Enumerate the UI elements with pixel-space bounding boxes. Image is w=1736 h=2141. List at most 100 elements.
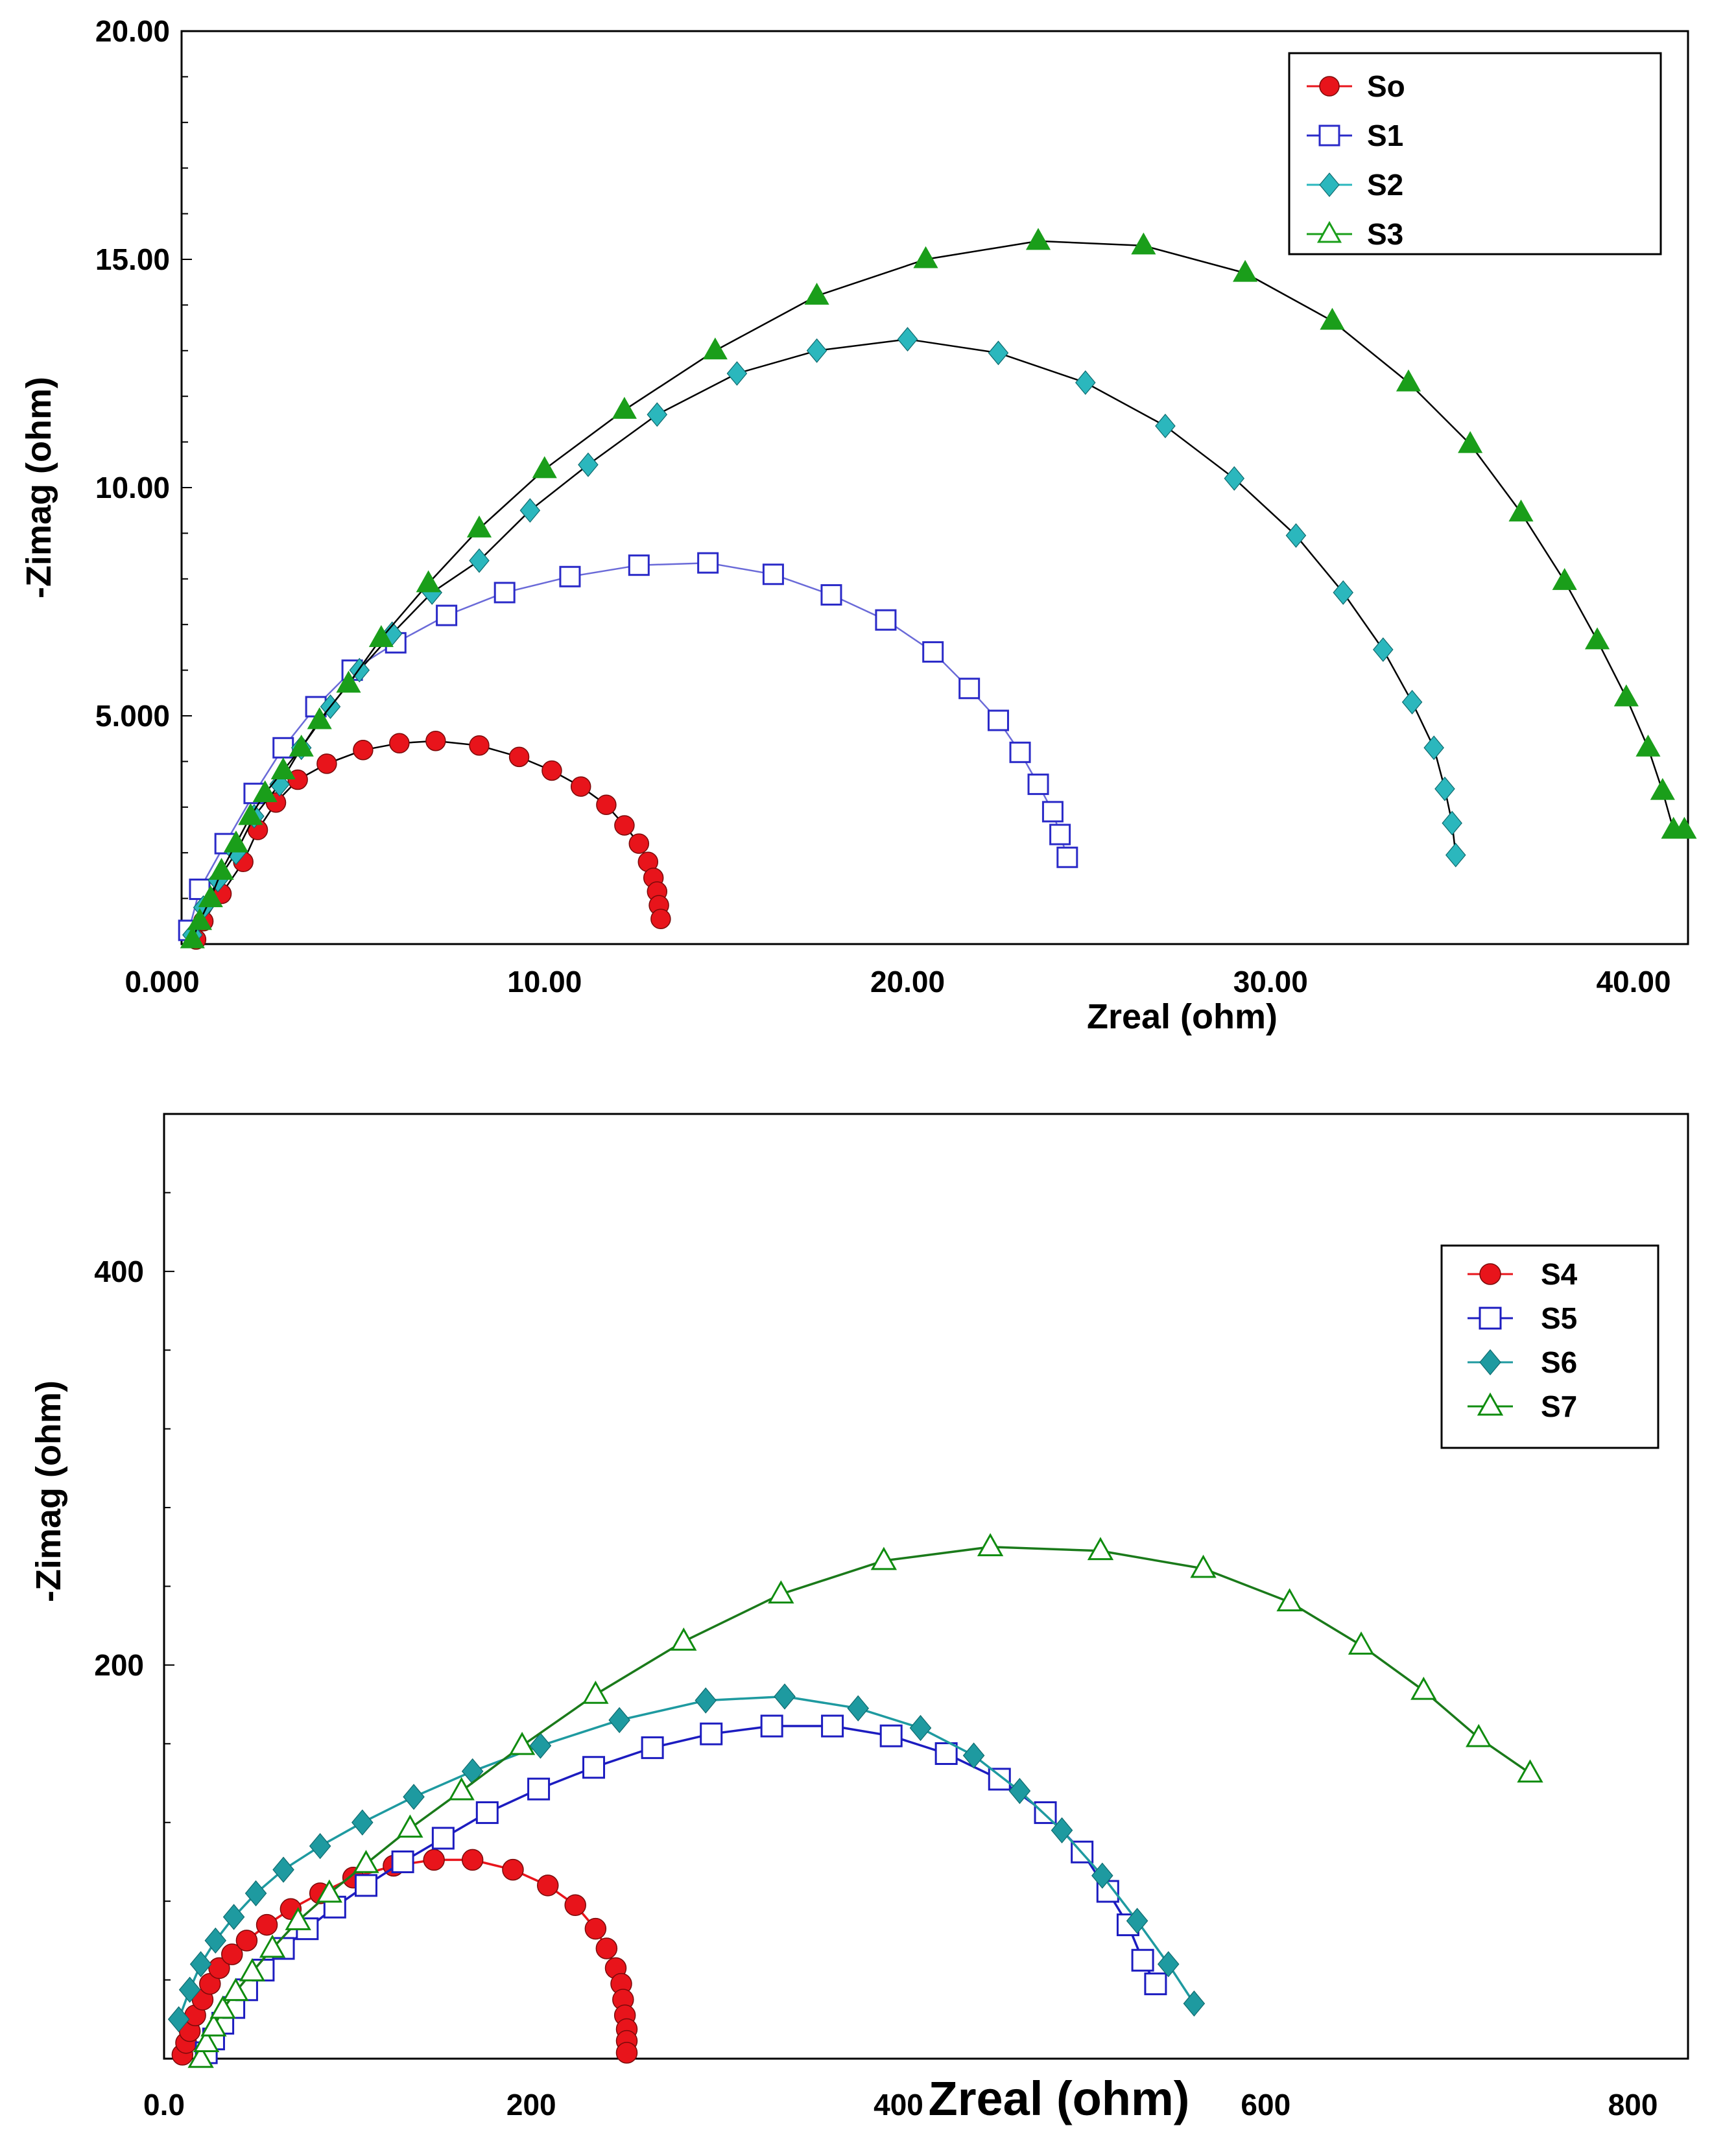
series-s5-point <box>475 1801 499 1825</box>
series-s1-point <box>1049 823 1071 846</box>
series-s1-point <box>875 609 897 631</box>
series-s1-point <box>958 678 981 700</box>
legend-s4-point <box>1479 1263 1501 1285</box>
legend-label: S6 <box>1541 1345 1577 1379</box>
series-s5-point <box>1144 1972 1167 1996</box>
legend-label: S1 <box>1367 119 1403 152</box>
series-s3-point <box>307 707 332 729</box>
series-so-point <box>353 740 374 761</box>
series-s4-point <box>235 1930 258 1952</box>
legend-s7-point <box>1477 1392 1504 1416</box>
series-s5-point <box>527 1777 551 1801</box>
series-group-top <box>178 228 1697 950</box>
y-axis-label-top: -Zimag (ohm) <box>19 377 58 598</box>
legend-entries-top: So S1 S2 S3 <box>1307 69 1405 251</box>
series-s5-point <box>431 1827 455 1850</box>
y-axis-label-bottom: -Zimag (ohm) <box>29 1380 68 1602</box>
series-s7-point <box>977 1533 1004 1557</box>
series-s3-point <box>198 885 223 908</box>
series-s2-point <box>1075 370 1096 396</box>
series-s6-point <box>847 1695 870 1721</box>
series-s5-point <box>1034 1801 1057 1825</box>
y-tick-label: 15.00 <box>95 242 170 276</box>
series-s5-point <box>582 1756 606 1779</box>
series-s3-point <box>1025 228 1051 250</box>
series-s5-point <box>700 1722 723 1745</box>
series-s7-point <box>397 1814 423 1838</box>
series-s4-point <box>461 1849 484 1871</box>
series-so-point <box>469 735 490 756</box>
series-s5-point <box>1131 1948 1154 1972</box>
x-axis-label-bottom: Zreal (ohm) <box>929 2072 1190 2125</box>
series-s3-point <box>532 456 557 479</box>
legend-entries-bottom: S4 S5 S6 S7 <box>1468 1257 1578 1423</box>
series-so-point <box>316 753 337 774</box>
legend-item-so: So <box>1307 69 1405 103</box>
series-s1-point <box>272 737 294 759</box>
series-s6-point <box>529 1733 552 1759</box>
y-minor-ticks-top <box>182 30 192 945</box>
series-s5-point <box>879 1724 903 1747</box>
series-so-point <box>541 760 562 781</box>
tick-labels-bottom: 0.0 200 400 600 800 200 400 <box>94 1255 1658 2122</box>
x-tick-label: 30.00 <box>1233 965 1308 999</box>
series-s6-point <box>222 1904 245 1930</box>
series-s7-point <box>353 1850 379 1873</box>
series-s6-point <box>167 2006 190 2033</box>
series-s6-point <box>1126 1908 1148 1934</box>
series-s7-point <box>1348 1631 1375 1655</box>
x-axis-label-top: Zreal (ohm) <box>1087 997 1278 1036</box>
series-s2-point <box>1442 810 1462 836</box>
legend-bottom: S4 S5 S6 S7 <box>1440 1244 1659 1449</box>
series-line-s6 <box>178 1695 1195 2020</box>
series-so-point <box>389 733 410 753</box>
y-tick-label: 400 <box>94 1255 144 1288</box>
series-s3-point <box>1131 232 1156 255</box>
legend-label: S5 <box>1541 1301 1577 1335</box>
series-s1-point <box>697 552 719 574</box>
series-s2-point <box>578 452 599 477</box>
series-s1-point <box>493 582 516 604</box>
series-s3-point <box>187 908 213 930</box>
series-line-so <box>195 740 662 940</box>
series-s5-point <box>641 1736 664 1759</box>
series-s1-point <box>987 709 1009 731</box>
series-so-point <box>570 776 591 797</box>
series-s1-point <box>559 565 581 587</box>
series-s5-point <box>821 1714 844 1738</box>
legend-item-s7: S7 <box>1468 1390 1577 1423</box>
series-s1-point <box>1041 801 1064 823</box>
series-s3-point <box>270 757 296 779</box>
series-so-point <box>650 908 671 930</box>
y-tick-label: 20.00 <box>95 14 170 48</box>
series-s2-point <box>1373 637 1394 662</box>
series-s2-point <box>806 338 827 363</box>
series-s7-point <box>239 1958 266 1981</box>
series-s7-point <box>1517 1759 1543 1783</box>
series-so-point <box>596 794 617 816</box>
x-tick-label: 800 <box>1608 2088 1658 2122</box>
series-s6-point <box>1183 1990 1206 2017</box>
series-s6-point <box>461 1758 484 1784</box>
series-s6-point <box>272 1856 294 1883</box>
series-s7 <box>187 1533 1543 2068</box>
x-tick-label: 20.00 <box>870 965 945 999</box>
series-s2-point <box>469 548 490 573</box>
series-s1-point <box>1056 846 1078 868</box>
series-s4-point <box>584 1917 607 1940</box>
series-s4-point <box>221 1943 243 1965</box>
x-tick-label: 400 <box>874 2088 923 2122</box>
series-s6-point <box>1008 1778 1031 1804</box>
series-s1-point <box>762 563 784 586</box>
series-s3-point <box>612 397 637 419</box>
series-s6-point <box>403 1784 425 1810</box>
legend-item-s1: S1 <box>1307 119 1403 152</box>
series-s5-point <box>391 1850 414 1873</box>
tick-labels-top: 0.000 10.00 20.00 30.00 40.00 5.000 10.00 15.00… <box>95 14 1671 999</box>
series-s2-point <box>1333 580 1354 605</box>
legend-s5-point <box>1479 1307 1502 1330</box>
series-s3-point <box>223 830 249 853</box>
series-s2-point <box>1434 776 1455 801</box>
series-s1-point <box>436 604 458 626</box>
series-s5-point <box>988 1768 1011 1791</box>
